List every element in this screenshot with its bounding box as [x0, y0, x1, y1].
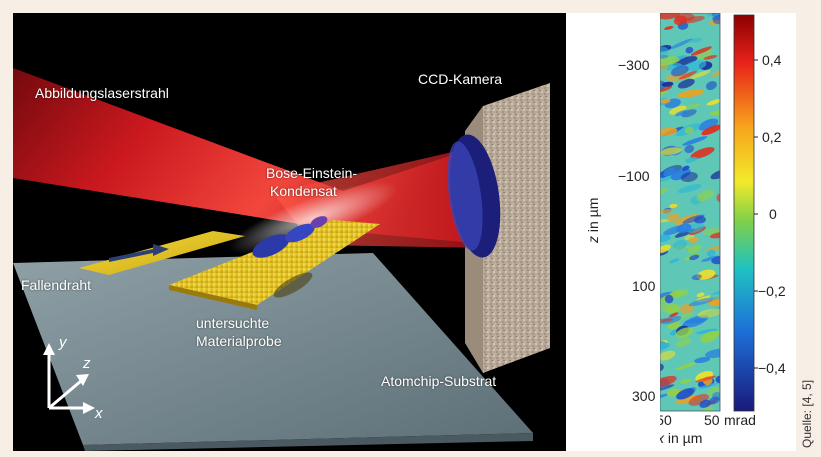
colorbar-tick-2: 0 [769, 206, 777, 222]
source-credit: Quelle: [4, 5] [800, 379, 814, 448]
phase-map-column: −50 50 x in µm [660, 13, 721, 446]
label-bec-line2: Kondensat [270, 183, 337, 199]
z-tick-1: −100 [618, 168, 650, 184]
phase-map-axes: −300 −100 100 300 z in µm [585, 57, 668, 404]
label-imaging-laser: Abbildungslaserstrahl [35, 85, 169, 101]
axis-label-y: y [59, 334, 67, 351]
colorbar [733, 14, 755, 412]
z-tick-0: −300 [618, 57, 650, 73]
x-axis-label: x in µm [660, 430, 702, 446]
experiment-illustration: Abbildungslaserstrahl CCD-Kamera Bose-Ei… [13, 13, 566, 451]
label-ccd-camera: CCD-Kamera [418, 71, 503, 87]
coordinate-axes [43, 343, 95, 414]
z-tick-2: 100 [632, 278, 656, 294]
colorbar-tick-1: 0,2 [762, 129, 782, 145]
x-tick-1: 50 [704, 412, 720, 428]
phase-map-graphic: 0,4 0,2 0 −0,2 −0,4 mrad [724, 14, 786, 428]
axis-label-x: x [95, 405, 103, 422]
trap-wire [79, 231, 245, 275]
label-trap-wire: Fallendraht [21, 277, 92, 293]
scene-graphic [13, 68, 550, 451]
label-sample-line2: Materialprobe [196, 333, 282, 349]
x-tick-0: −50 [660, 412, 672, 428]
colorbar-unit: mrad [724, 412, 756, 428]
colorbar-tick-4: −0,4 [758, 360, 786, 376]
label-substrate: Atomchip-Substrat [381, 373, 497, 389]
bose-einstein-condensate [252, 216, 328, 258]
colorbar-tick-3: −0,2 [758, 283, 786, 299]
material-sample [169, 220, 380, 305]
atomchip-substrate [13, 253, 533, 445]
label-bec-line1: Bose-Einstein- [266, 165, 358, 181]
z-axis-label: z in µm [585, 198, 601, 244]
label-sample-line1: untersuchte [196, 315, 270, 331]
ccd-camera-housing [483, 83, 550, 373]
z-tick-3: 300 [632, 388, 656, 404]
axis-label-z: z [83, 355, 91, 372]
colorbar-tick-0: 0,4 [762, 52, 782, 68]
phase-map-image [660, 13, 720, 411]
